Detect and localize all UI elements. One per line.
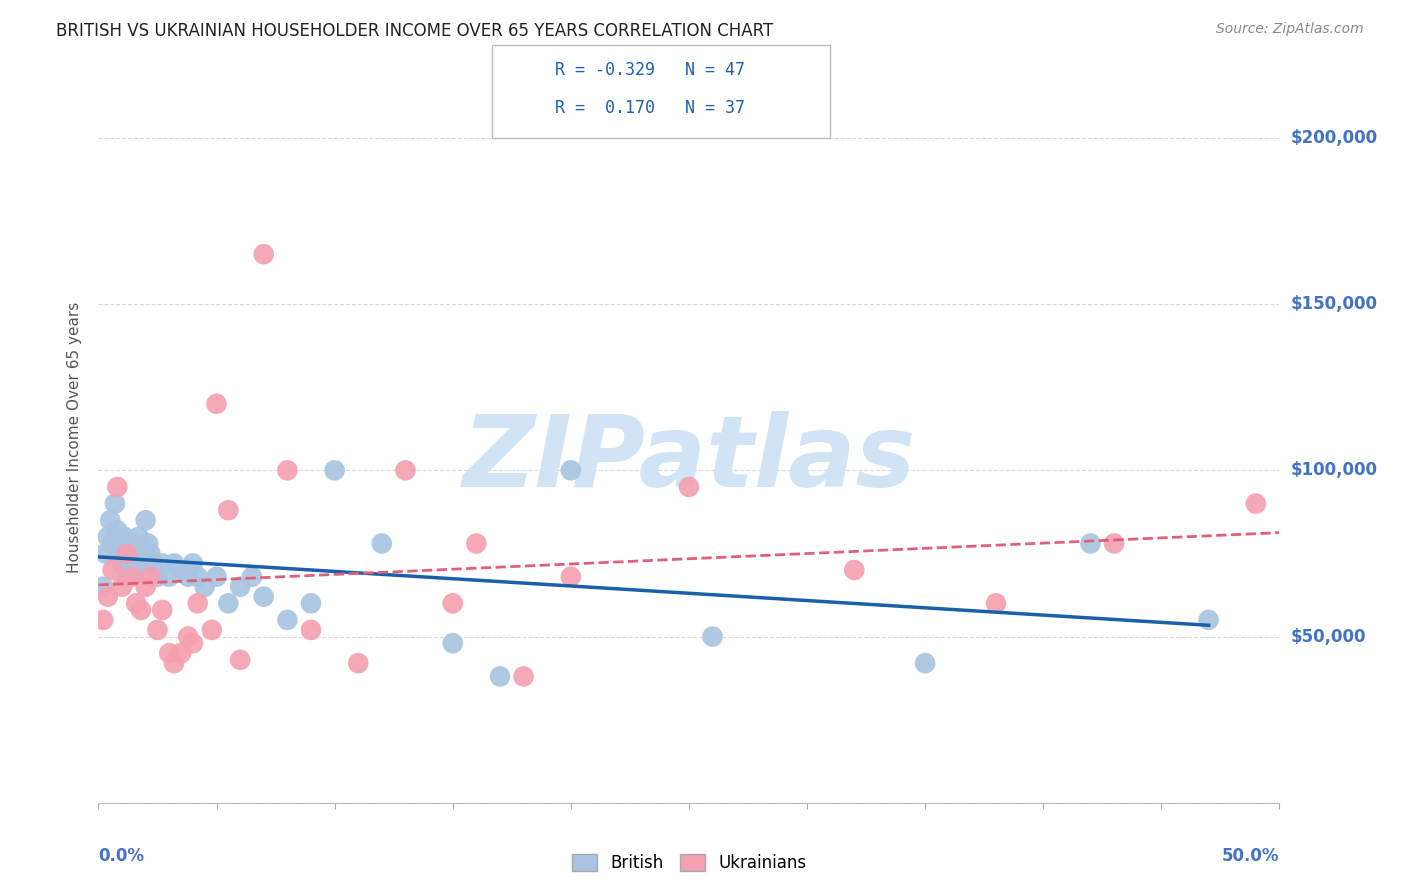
Text: BRITISH VS UKRAINIAN HOUSEHOLDER INCOME OVER 65 YEARS CORRELATION CHART: BRITISH VS UKRAINIAN HOUSEHOLDER INCOME … [56, 22, 773, 40]
Point [441, 636, 464, 650]
Point [217, 596, 239, 610]
Point [205, 570, 228, 584]
Point [128, 530, 150, 544]
Point [146, 623, 169, 637]
Point [125, 596, 148, 610]
Point [702, 630, 724, 644]
Point [125, 563, 148, 577]
Point [229, 653, 252, 667]
Point [194, 580, 217, 594]
Point [844, 563, 866, 577]
Text: 50.0%: 50.0% [1222, 847, 1279, 864]
Point [157, 570, 180, 584]
Point [170, 563, 193, 577]
Point [105, 480, 128, 494]
Point [135, 580, 157, 594]
Point [177, 630, 200, 644]
Point [347, 656, 370, 670]
Point [170, 646, 193, 660]
Point [121, 536, 143, 550]
Point [299, 623, 322, 637]
Point [914, 656, 936, 670]
Point [115, 546, 138, 560]
Point [98, 513, 121, 527]
Point [101, 563, 124, 577]
Point [441, 596, 464, 610]
Point [150, 603, 173, 617]
Point [163, 557, 186, 571]
Point [129, 603, 152, 617]
Point [187, 570, 209, 584]
Text: 0.0%: 0.0% [98, 847, 145, 864]
Point [229, 580, 252, 594]
Text: $150,000: $150,000 [1291, 295, 1378, 313]
Point [122, 546, 145, 560]
Point [121, 570, 143, 584]
Point [201, 623, 224, 637]
Point [91, 580, 114, 594]
Point [1080, 536, 1102, 550]
Point [132, 546, 155, 560]
Point [678, 480, 700, 494]
Point [94, 546, 117, 560]
Point [1198, 613, 1220, 627]
Point [181, 557, 204, 571]
Point [91, 613, 114, 627]
Text: R = -0.329   N = 47: R = -0.329 N = 47 [555, 62, 745, 79]
Point [139, 546, 162, 560]
Point [163, 656, 186, 670]
Point [394, 463, 416, 477]
Point [240, 570, 263, 584]
Point [136, 536, 159, 550]
Point [104, 497, 127, 511]
Point [276, 613, 298, 627]
Point [984, 596, 1007, 610]
Point [323, 463, 346, 477]
Point [139, 570, 162, 584]
Point [177, 570, 200, 584]
Point [97, 590, 120, 604]
Point [465, 536, 488, 550]
Text: ZIPatlas: ZIPatlas [463, 410, 915, 508]
Point [146, 570, 169, 584]
Point [135, 513, 157, 527]
Point [108, 546, 131, 560]
Point [115, 570, 138, 584]
Point [299, 596, 322, 610]
Legend: British, Ukrainians: British, Ukrainians [565, 847, 813, 879]
Point [217, 503, 239, 517]
Point [205, 397, 228, 411]
Text: Source: ZipAtlas.com: Source: ZipAtlas.com [1216, 22, 1364, 37]
Point [253, 247, 276, 261]
Point [512, 669, 534, 683]
Point [157, 646, 180, 660]
Point [129, 557, 152, 571]
Point [560, 463, 582, 477]
Point [181, 636, 204, 650]
Point [97, 530, 120, 544]
Y-axis label: Householder Income Over 65 years: Householder Income Over 65 years [67, 301, 83, 573]
Point [187, 596, 209, 610]
Point [1102, 536, 1125, 550]
Point [142, 557, 165, 571]
Text: $100,000: $100,000 [1291, 461, 1378, 479]
Text: $200,000: $200,000 [1291, 128, 1378, 147]
Point [112, 530, 135, 544]
Point [111, 557, 134, 571]
Point [118, 557, 141, 571]
Point [101, 536, 124, 550]
Point [560, 570, 582, 584]
Text: R =  0.170   N = 37: R = 0.170 N = 37 [555, 99, 745, 118]
Point [276, 463, 298, 477]
Point [489, 669, 512, 683]
Point [150, 557, 173, 571]
Point [1244, 497, 1267, 511]
Text: $50,000: $50,000 [1291, 628, 1367, 646]
Point [111, 580, 134, 594]
Point [105, 523, 128, 537]
Point [253, 590, 276, 604]
Point [371, 536, 394, 550]
